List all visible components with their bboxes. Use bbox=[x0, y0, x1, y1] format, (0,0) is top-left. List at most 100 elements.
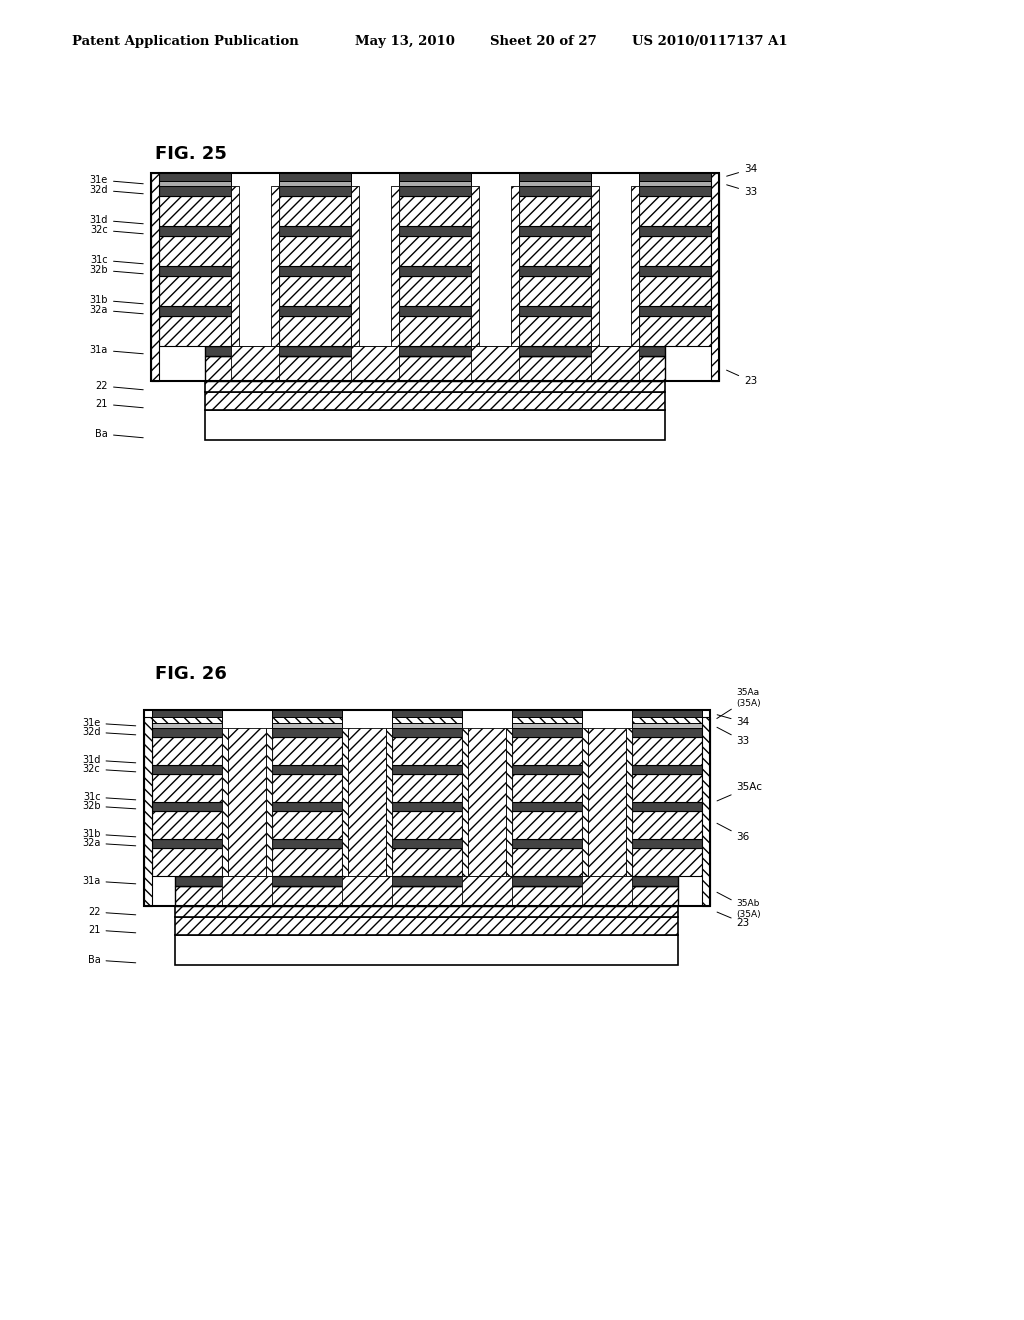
Bar bbox=[279, 267, 351, 276]
Bar bbox=[391, 803, 462, 810]
Bar bbox=[221, 876, 271, 906]
Bar bbox=[391, 737, 462, 766]
Bar bbox=[271, 803, 341, 810]
Bar bbox=[479, 186, 511, 346]
Bar bbox=[391, 729, 462, 737]
Bar bbox=[632, 840, 701, 847]
Bar bbox=[279, 306, 351, 315]
Text: Patent Application Publication: Patent Application Publication bbox=[72, 36, 299, 48]
Text: 31d: 31d bbox=[90, 215, 143, 224]
Bar bbox=[399, 315, 471, 346]
Bar bbox=[399, 267, 471, 276]
Bar bbox=[152, 729, 221, 737]
Bar bbox=[159, 315, 231, 346]
Bar bbox=[399, 186, 471, 195]
Bar bbox=[519, 186, 591, 195]
Bar bbox=[159, 181, 231, 186]
Bar bbox=[152, 737, 221, 766]
Text: 21: 21 bbox=[95, 399, 143, 409]
Bar bbox=[512, 847, 582, 876]
Bar bbox=[341, 729, 391, 906]
Text: 32c: 32c bbox=[90, 224, 143, 235]
Bar bbox=[391, 774, 462, 803]
Bar bbox=[471, 346, 519, 381]
Text: 32b: 32b bbox=[82, 801, 136, 810]
Bar bbox=[152, 717, 221, 723]
Bar bbox=[205, 411, 665, 440]
Bar bbox=[279, 315, 351, 346]
Bar bbox=[159, 195, 231, 226]
Bar bbox=[711, 173, 719, 381]
Bar bbox=[639, 306, 711, 315]
Text: FIG. 25: FIG. 25 bbox=[155, 145, 227, 162]
Text: 33: 33 bbox=[727, 185, 758, 197]
Text: 32d: 32d bbox=[89, 185, 143, 195]
Bar bbox=[152, 847, 221, 876]
Bar bbox=[351, 186, 359, 346]
Bar bbox=[271, 810, 341, 840]
Bar bbox=[399, 173, 471, 181]
Text: 35Ac: 35Ac bbox=[717, 781, 763, 801]
Bar bbox=[279, 226, 351, 236]
Text: 32a: 32a bbox=[82, 838, 136, 847]
Bar bbox=[391, 840, 462, 847]
Bar bbox=[159, 267, 231, 276]
Bar bbox=[221, 729, 227, 876]
Bar bbox=[519, 173, 591, 181]
Bar bbox=[205, 346, 665, 356]
Bar bbox=[279, 276, 351, 306]
Bar bbox=[632, 803, 701, 810]
Bar bbox=[159, 173, 231, 181]
Bar bbox=[512, 840, 582, 847]
Bar bbox=[271, 710, 341, 717]
Bar bbox=[639, 236, 711, 267]
Bar bbox=[591, 346, 639, 381]
Bar bbox=[512, 717, 582, 723]
Bar bbox=[582, 729, 588, 876]
Text: 22: 22 bbox=[95, 381, 143, 391]
Bar bbox=[512, 737, 582, 766]
Bar bbox=[519, 195, 591, 226]
Bar bbox=[279, 236, 351, 267]
Bar bbox=[391, 810, 462, 840]
Text: Ba: Ba bbox=[95, 429, 143, 440]
Text: 31a: 31a bbox=[90, 345, 143, 355]
Text: Ba: Ba bbox=[88, 954, 136, 965]
Bar bbox=[391, 186, 399, 346]
Bar bbox=[279, 195, 351, 226]
Bar bbox=[632, 737, 701, 766]
Text: 36: 36 bbox=[717, 824, 750, 842]
Bar bbox=[639, 267, 711, 276]
Bar bbox=[639, 195, 711, 226]
Text: Sheet 20 of 27: Sheet 20 of 27 bbox=[490, 36, 597, 48]
Bar bbox=[639, 226, 711, 236]
Bar bbox=[391, 717, 462, 723]
Bar bbox=[159, 226, 231, 236]
Text: 32c: 32c bbox=[83, 764, 136, 774]
Bar bbox=[231, 186, 239, 346]
Bar bbox=[512, 803, 582, 810]
Bar bbox=[468, 729, 506, 876]
Bar bbox=[519, 236, 591, 267]
Text: 23: 23 bbox=[727, 370, 758, 385]
Bar bbox=[639, 276, 711, 306]
Bar bbox=[399, 276, 471, 306]
Bar bbox=[399, 181, 471, 186]
Bar bbox=[632, 723, 701, 729]
Bar bbox=[582, 729, 632, 906]
Bar bbox=[341, 876, 391, 906]
Bar bbox=[462, 729, 468, 876]
Bar bbox=[271, 717, 341, 723]
Bar bbox=[152, 810, 221, 840]
Bar bbox=[152, 774, 221, 803]
Bar bbox=[399, 236, 471, 267]
Bar bbox=[639, 181, 711, 186]
Bar bbox=[519, 306, 591, 315]
Bar bbox=[279, 173, 351, 181]
Bar bbox=[347, 729, 385, 876]
Bar bbox=[626, 729, 632, 876]
Bar bbox=[512, 810, 582, 840]
Bar bbox=[271, 737, 341, 766]
Bar bbox=[512, 774, 582, 803]
Text: FIG. 26: FIG. 26 bbox=[155, 665, 227, 682]
